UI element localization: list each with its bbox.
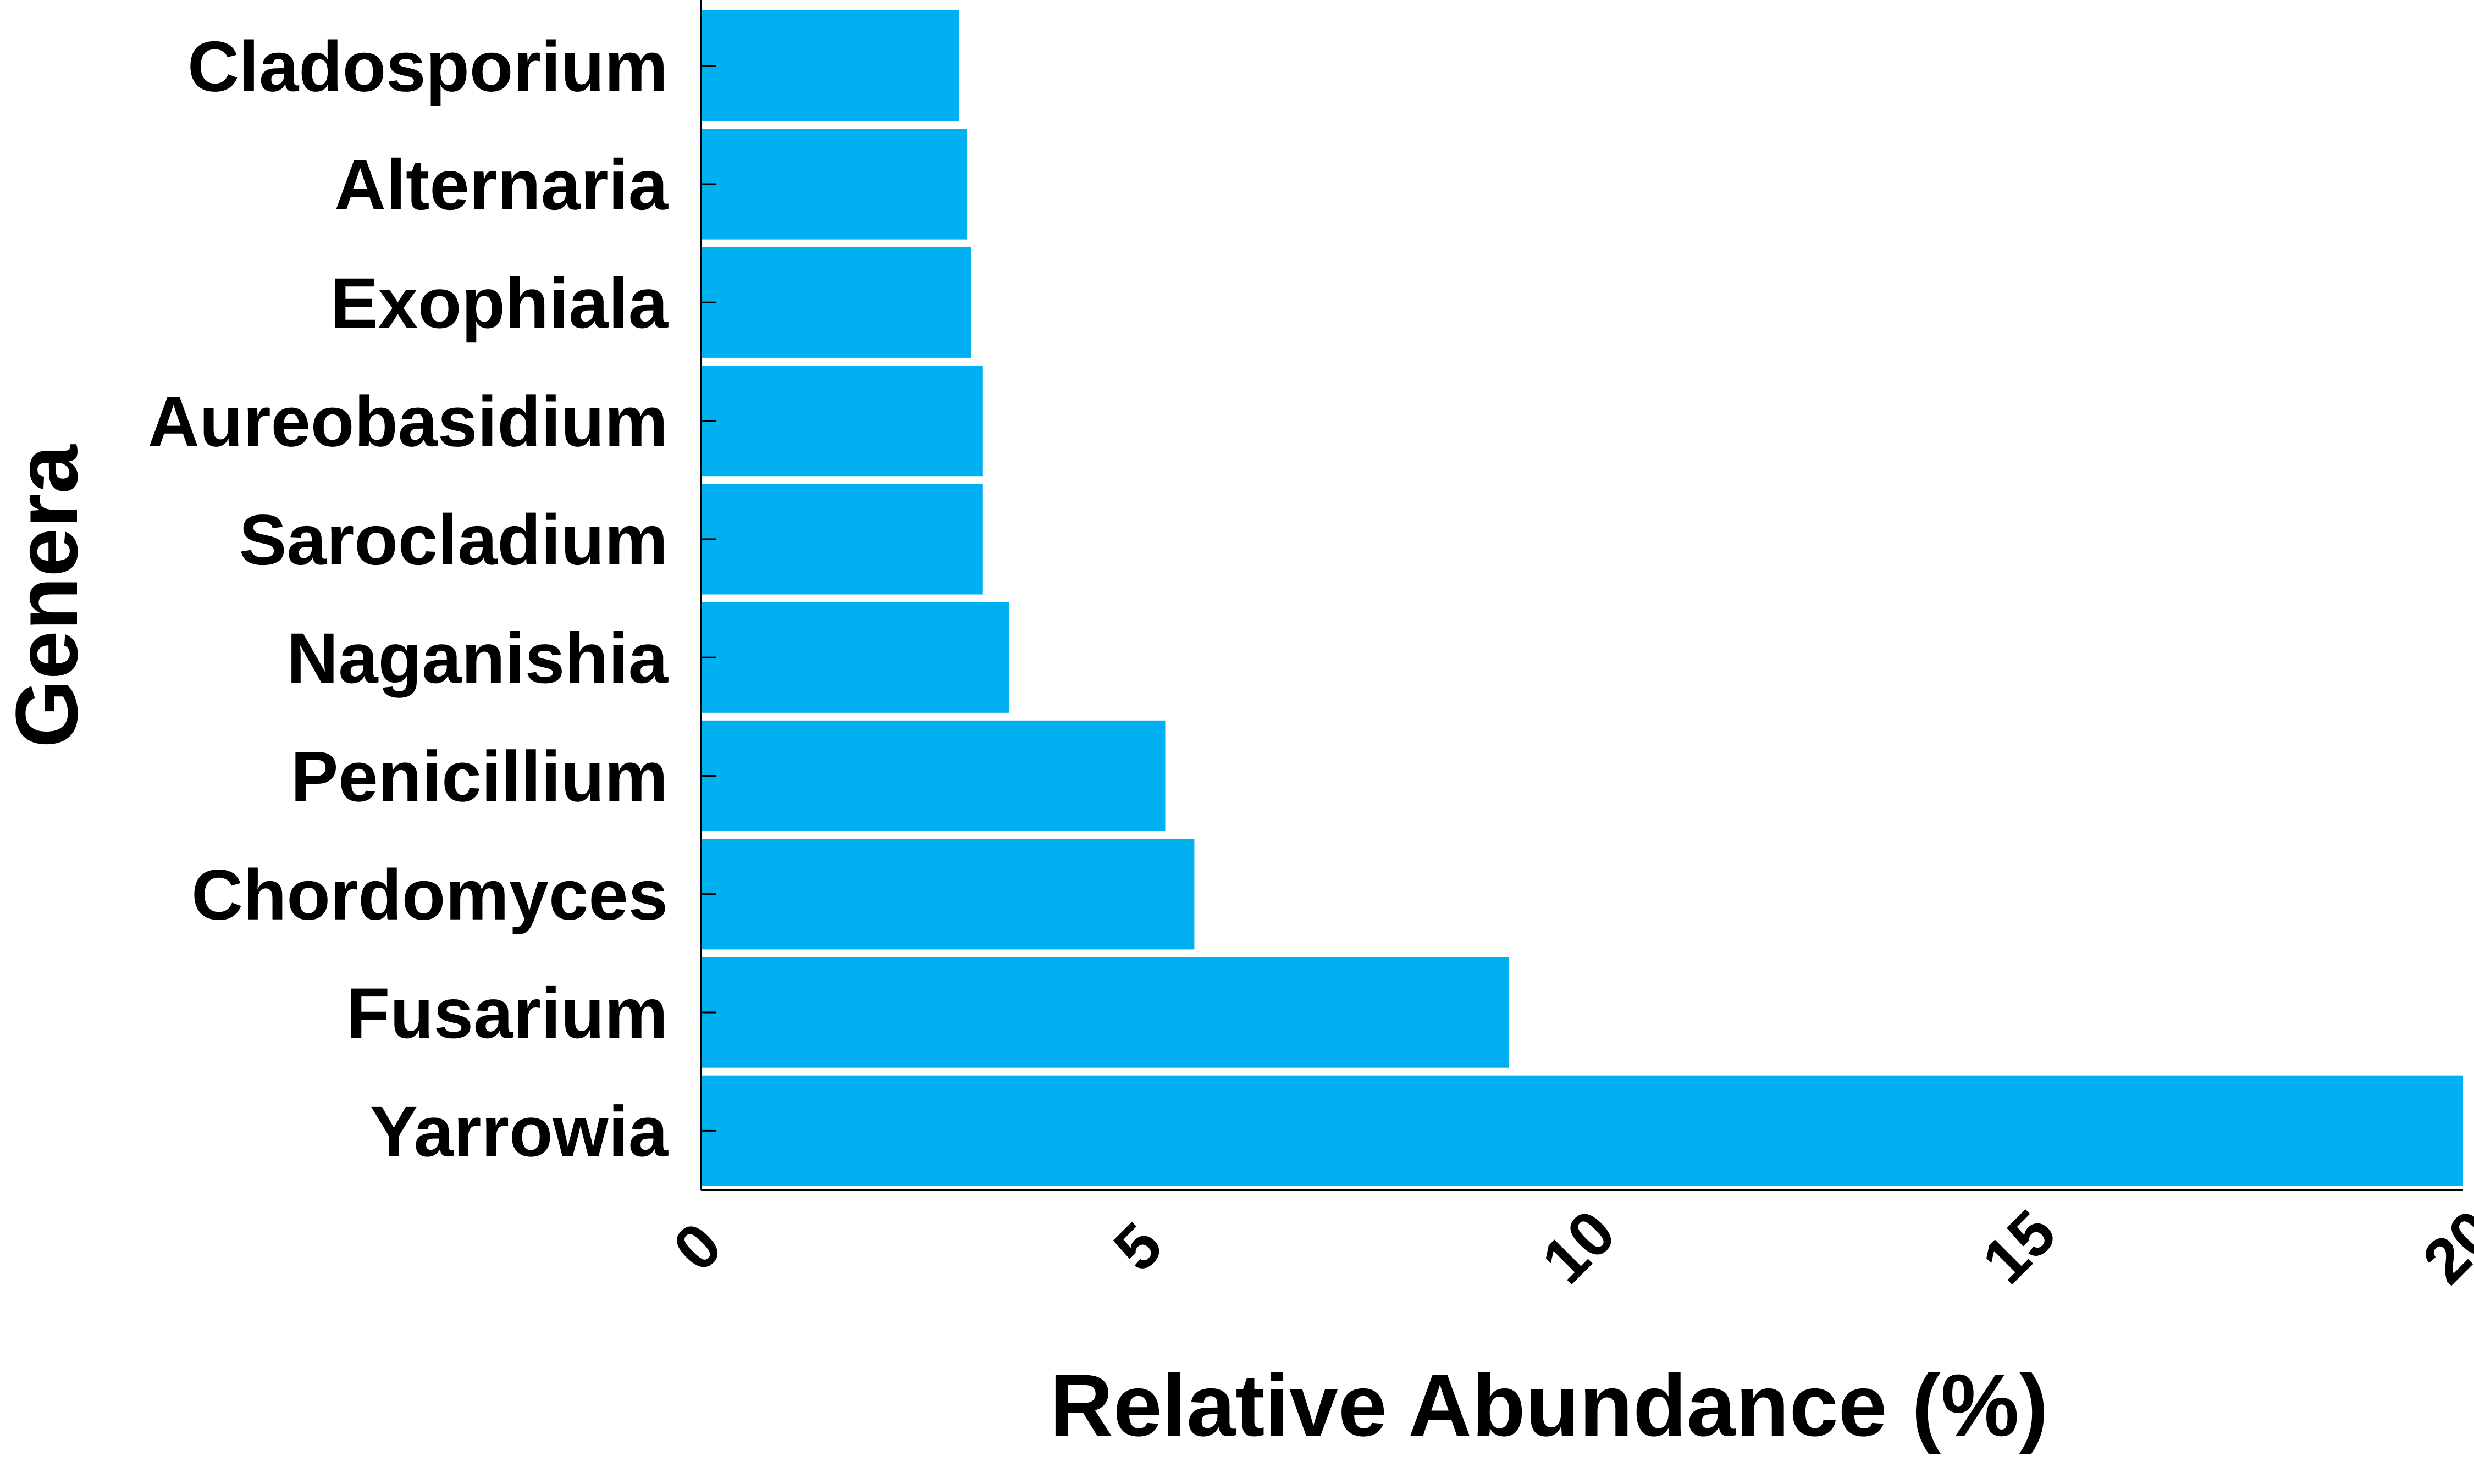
category-label-aureobasidium: Aureobasidium bbox=[148, 381, 668, 462]
category-label-naganishia: Naganishia bbox=[286, 618, 669, 698]
bar-exophiala bbox=[701, 247, 971, 358]
bars-group bbox=[701, 10, 2463, 1186]
category-label-penicillium: Penicillium bbox=[291, 736, 668, 816]
bar-naganishia bbox=[701, 602, 1009, 713]
bar-yarrowia bbox=[701, 1075, 2463, 1186]
category-label-fusarium: Fusarium bbox=[346, 973, 668, 1053]
y-axis-title: Genera bbox=[0, 444, 96, 747]
bar-penicillium bbox=[701, 720, 1166, 832]
category-label-yarrowia: Yarrowia bbox=[370, 1091, 669, 1171]
category-label-chordomyces: Chordomyces bbox=[191, 855, 668, 935]
x-axis-title: Relative Abundance (%) bbox=[1050, 1356, 2048, 1454]
bar-chordomyces bbox=[701, 839, 1195, 950]
x-tick-label-5: 5 bbox=[1100, 1209, 1176, 1285]
category-labels: Cladosporium Alternaria Exophiala Aureobasi… bbox=[148, 26, 669, 1172]
x-tick-labels: 0 5 10 15 20 bbox=[660, 1197, 2474, 1297]
bar-cladosporium bbox=[701, 10, 959, 121]
x-tick-label-10: 10 bbox=[1528, 1197, 1628, 1297]
bar-alternaria bbox=[701, 129, 967, 240]
x-tick-label-20: 20 bbox=[2409, 1197, 2474, 1297]
x-tick-label-15: 15 bbox=[1969, 1197, 2069, 1297]
bar-fusarium bbox=[701, 957, 1509, 1068]
bar-sarocladium bbox=[701, 484, 983, 595]
category-label-alternaria: Alternaria bbox=[334, 145, 669, 225]
category-label-sarocladium: Sarocladium bbox=[239, 500, 668, 580]
category-label-exophiala: Exophiala bbox=[330, 263, 669, 343]
tick-marks bbox=[701, 65, 716, 1132]
category-label-cladosporium: Cladosporium bbox=[187, 26, 668, 107]
x-tick-label-0: 0 bbox=[660, 1209, 736, 1285]
bar-aureobasidium bbox=[701, 365, 983, 477]
